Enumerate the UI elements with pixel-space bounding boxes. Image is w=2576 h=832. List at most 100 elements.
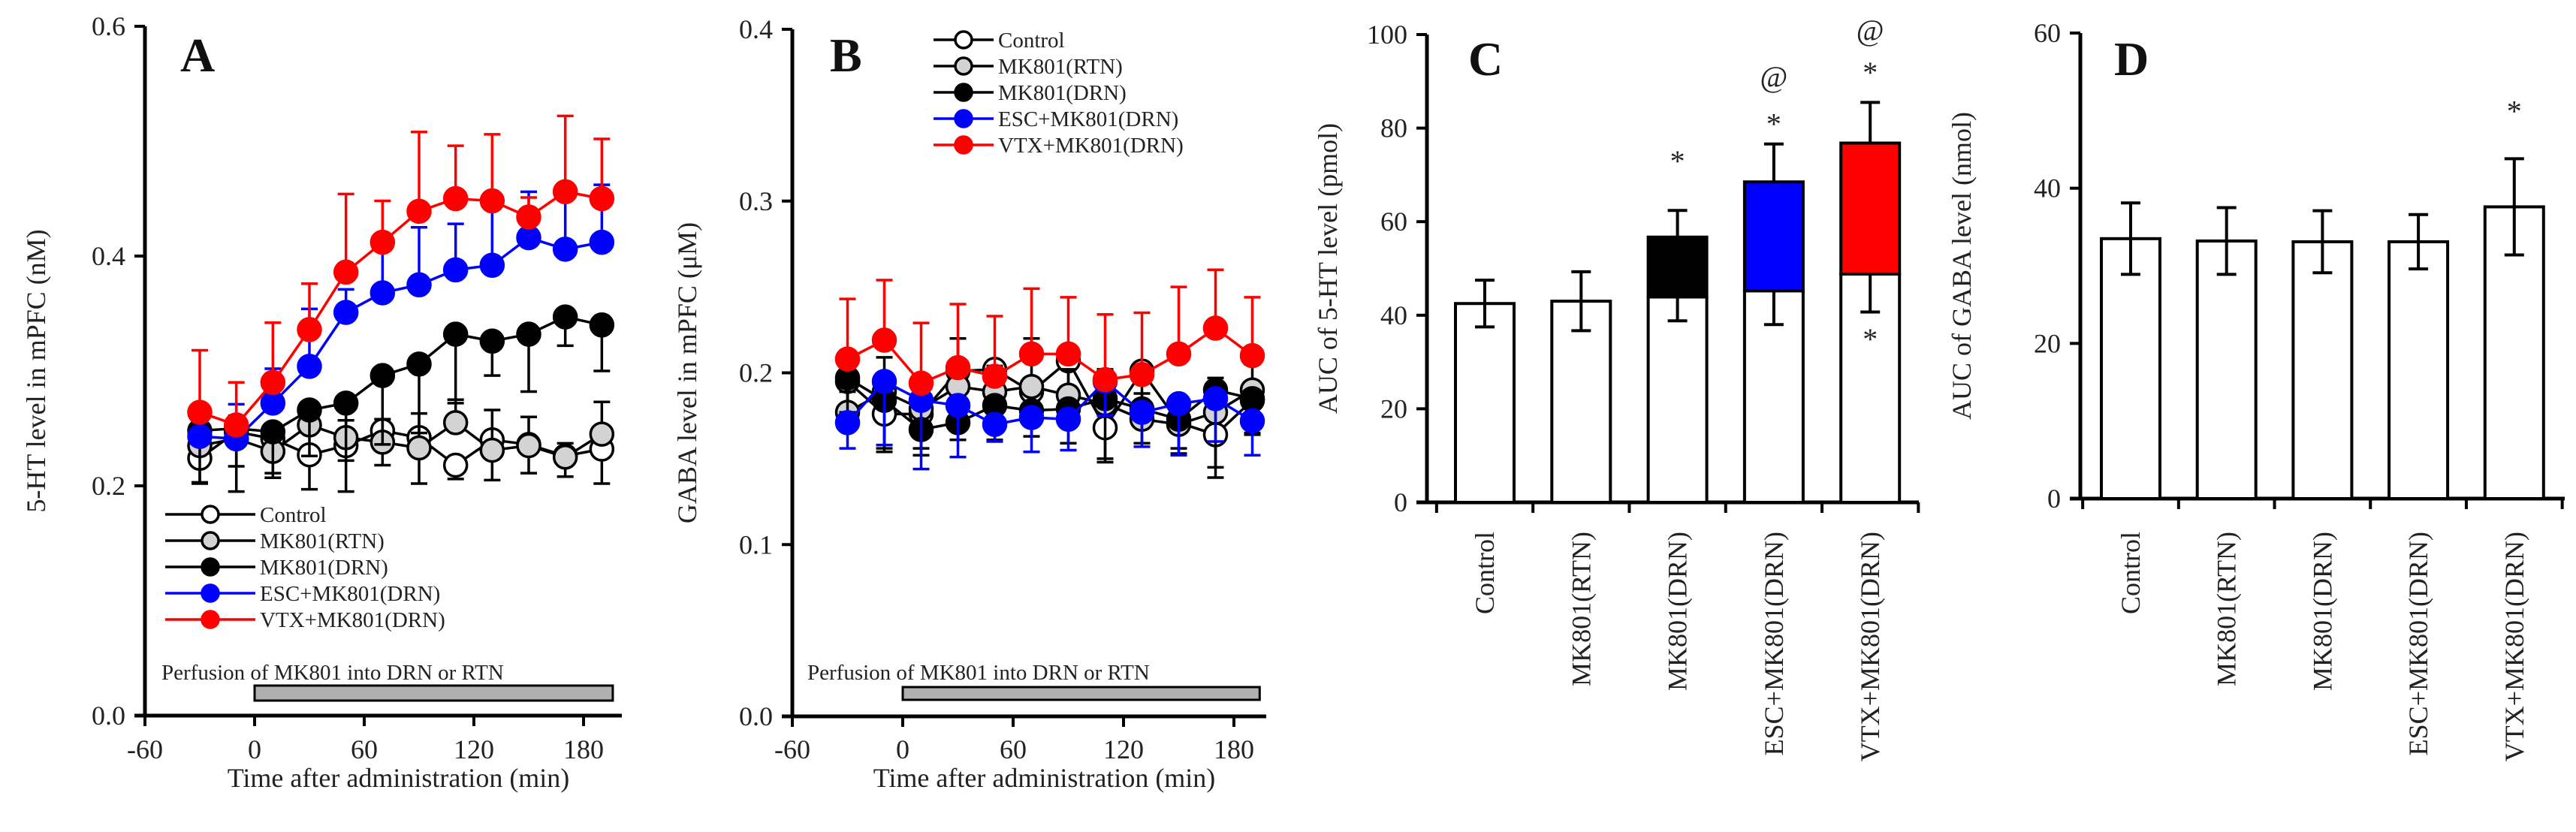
data-point — [1239, 386, 1265, 411]
category-label: MK801(RTN) — [1566, 532, 1596, 686]
significance-marker: * — [1863, 322, 1878, 356]
x-tick-label: -60 — [774, 734, 810, 764]
bar — [1454, 302, 1516, 504]
data-point — [552, 179, 578, 205]
y-axis-label: 5-HT level in mPFC (nM) — [21, 229, 51, 512]
bar — [2195, 239, 2258, 500]
data-point — [370, 363, 396, 388]
y-tick-label: 0.1 — [739, 529, 773, 559]
bar-mk801-drn- — [1646, 209, 1709, 504]
y-tick-label: 80 — [1380, 113, 1407, 143]
legend-label: Control — [260, 503, 327, 527]
y-axis-label: GABA level in mPFC (μM) — [672, 222, 702, 523]
legend-marker — [201, 505, 220, 524]
data-point — [479, 328, 505, 354]
significance-marker: * — [1670, 144, 1685, 178]
data-point — [297, 317, 322, 342]
perfusion-label: Perfusion of MK801 into DRN or RTN — [161, 661, 504, 685]
data-point — [552, 445, 578, 470]
y-tick-label: 0.2 — [92, 471, 125, 501]
y-tick-label: 0.2 — [739, 358, 773, 388]
series-vtx-mk801-drn- — [187, 114, 615, 438]
data-point — [834, 346, 861, 372]
y-tick-label: 20 — [1380, 393, 1407, 424]
data-point — [1055, 406, 1081, 433]
y-tick-label: 60 — [1380, 206, 1407, 237]
data-point — [187, 424, 213, 449]
legend-marker — [201, 557, 220, 577]
legend-marker — [954, 109, 973, 128]
x-tick-label: 0 — [896, 734, 909, 764]
perfusion-label: Perfusion of MK801 into DRN or RTN — [807, 661, 1150, 685]
legend-marker — [201, 531, 220, 550]
bar-esc-mk801-drn- — [2387, 213, 2450, 500]
legend-label: VTX+MK801(DRN) — [998, 134, 1184, 158]
bar — [1550, 300, 1612, 504]
bar-mk801-rtn- — [2195, 206, 2258, 500]
series-esc-mk801-drn- — [187, 183, 615, 452]
significance-marker: * — [1863, 56, 1878, 89]
x-tick-label: 180 — [1214, 734, 1254, 764]
legend-label: MK801(RTN) — [998, 55, 1123, 79]
data-point — [908, 370, 934, 396]
bar-increment — [1646, 235, 1709, 299]
data-point — [589, 185, 615, 212]
data-point — [187, 399, 213, 425]
data-point — [1202, 315, 1229, 341]
x-tick-label: -60 — [127, 734, 163, 764]
data-point — [479, 188, 505, 214]
bar-esc-mk801-drn- — [1742, 142, 1805, 504]
data-point — [370, 280, 396, 306]
data-point — [516, 433, 541, 459]
y-tick-label: 0.4 — [92, 241, 125, 271]
data-point — [333, 300, 359, 325]
data-point — [260, 419, 286, 445]
bar-mk801-drn- — [2291, 209, 2354, 500]
data-point — [1129, 362, 1155, 387]
data-point — [945, 354, 971, 381]
data-point — [479, 437, 505, 463]
bar — [2100, 237, 2161, 500]
bar — [2291, 240, 2354, 500]
y-tick-label: 0.0 — [739, 701, 773, 731]
y-tick-label: 0 — [1394, 487, 1407, 517]
data-point — [516, 225, 541, 251]
data-point — [370, 229, 396, 255]
panel-d-bar-chart: 0 20 40 60 AUC of GABA level (nmol) D Control M… — [1947, 18, 2565, 761]
x-tick-label: 120 — [1103, 734, 1144, 764]
x-tick-label: 0 — [248, 734, 261, 764]
data-point — [945, 393, 971, 418]
data-point — [442, 185, 469, 212]
data-point — [1202, 386, 1229, 411]
category-label: Control — [1470, 532, 1500, 614]
y-tick-label: 0 — [2047, 484, 2061, 514]
data-point — [297, 354, 322, 379]
bar-baseline — [1646, 295, 1709, 504]
significance-marker: @ — [1857, 14, 1884, 47]
panel-letter: A — [180, 29, 215, 82]
data-point — [1018, 374, 1045, 399]
data-point — [552, 304, 578, 330]
data-point — [982, 363, 1008, 389]
data-point — [333, 390, 359, 416]
data-point — [834, 410, 861, 436]
y-tick-label: 0.0 — [92, 701, 125, 731]
panel-letter: C — [1468, 32, 1503, 86]
x-axis-label: Time after administration (min) — [873, 763, 1216, 793]
significance-marker: * — [2507, 94, 2522, 128]
bar — [2387, 240, 2450, 500]
legend-marker — [201, 610, 220, 629]
data-point — [479, 252, 505, 278]
data-point — [223, 412, 249, 438]
panel-letter: B — [830, 29, 862, 82]
bar-vtx-mk801-drn- — [2483, 157, 2545, 500]
legend-label: ESC+MK801(DRN) — [998, 107, 1178, 131]
category-label: MK801(RTN) — [2212, 532, 2242, 686]
data-point — [1129, 399, 1155, 425]
y-tick-label: 40 — [1380, 300, 1407, 330]
data-point — [442, 452, 469, 478]
legend-marker — [954, 83, 973, 102]
bar-mk801-rtn- — [1550, 270, 1612, 504]
